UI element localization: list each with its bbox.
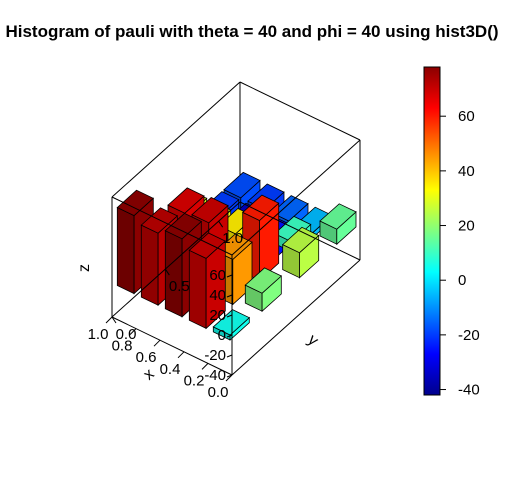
bar-face-front [141, 225, 158, 305]
y-axis-label: y [304, 331, 321, 349]
colorbar-tick-label: -40 [458, 382, 480, 399]
x-axis-label: x [141, 365, 158, 383]
bars-group [117, 172, 356, 340]
x-tick-mark [154, 340, 160, 346]
colorbar-tick-label: 0 [458, 272, 466, 289]
bar-face-front [117, 208, 134, 294]
z-tick-label: -40 [204, 367, 226, 384]
x-tick-label: 0.0 [208, 384, 229, 401]
box-edge-1 [240, 82, 360, 140]
colorbar-tick-label: -20 [458, 327, 480, 344]
y-tick-label: 0.0 [116, 326, 137, 343]
colorbar [424, 67, 440, 395]
x-tick-label: 0.4 [160, 361, 181, 378]
z-axis-label: z [76, 264, 93, 272]
x-tick-label: 0.6 [136, 349, 157, 366]
z-tick-label: -20 [204, 347, 226, 364]
colorbar-tick-label: 40 [458, 163, 475, 180]
bar-face-front [165, 231, 182, 317]
x-tick-mark [106, 317, 112, 323]
colorbar-tick-label: 60 [458, 108, 475, 125]
colorbar-ticks: 60 40 20 0 -20 -40 [440, 108, 480, 398]
z-tick-label: 60 [209, 267, 226, 284]
colorbar-tick-label: 20 [458, 218, 475, 235]
x-tick-label: 1.0 [88, 326, 109, 343]
z-tick-label: 0 [218, 327, 226, 344]
z-tick-mark [227, 355, 232, 357]
y-tick-label: 0.5 [169, 278, 190, 295]
x-tick-mark [178, 352, 184, 358]
z-tick-label: 20 [209, 307, 226, 324]
z-tick-label: 40 [209, 287, 226, 304]
box-edge-2 [112, 82, 240, 197]
x-tick-label: 0.2 [184, 372, 205, 389]
y-tick-label: 1.0 [222, 230, 243, 247]
chart-title: Histogram of pauli with theta = 40 and p… [5, 22, 498, 41]
bar-11 [320, 204, 356, 244]
bar-face-front [189, 250, 206, 328]
